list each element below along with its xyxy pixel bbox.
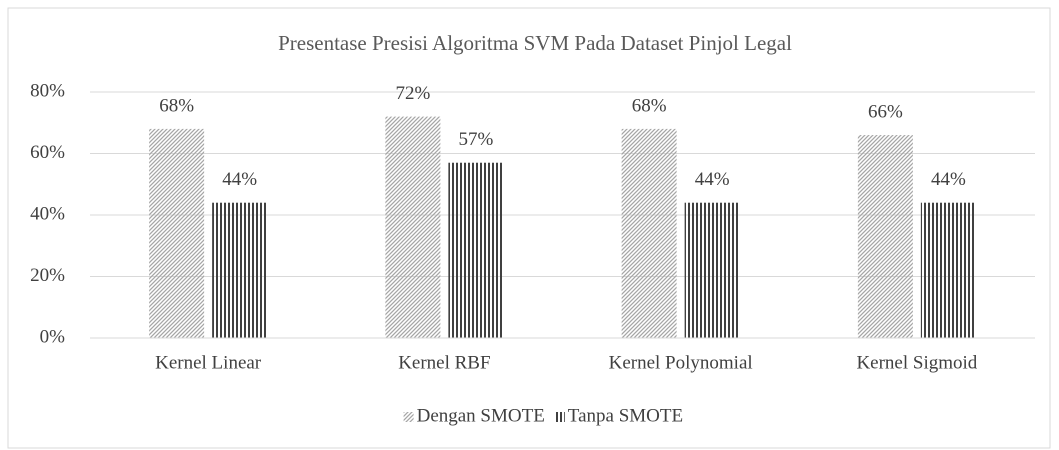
bar bbox=[857, 135, 913, 338]
data-label: 68% bbox=[632, 95, 667, 116]
legend-swatch bbox=[403, 412, 414, 422]
legend-label: Tanpa SMOTE bbox=[568, 405, 683, 426]
bar bbox=[212, 202, 268, 338]
legend-label: Dengan SMOTE bbox=[417, 405, 545, 426]
y-tick-label: 20% bbox=[30, 265, 65, 286]
bar bbox=[684, 202, 740, 338]
bar bbox=[385, 116, 441, 338]
bar bbox=[448, 162, 504, 338]
x-tick-label: Kernel Sigmoid bbox=[856, 352, 977, 373]
y-tick-label: 80% bbox=[30, 80, 65, 101]
y-tick-label: 60% bbox=[30, 142, 65, 163]
chart-title: Presentase Presisi Algoritma SVM Pada Da… bbox=[278, 31, 792, 55]
data-label: 66% bbox=[868, 101, 903, 122]
data-label: 44% bbox=[931, 169, 966, 190]
x-tick-label: Kernel RBF bbox=[398, 352, 490, 373]
data-label: 44% bbox=[222, 169, 257, 190]
data-label: 57% bbox=[458, 129, 493, 150]
bar bbox=[149, 128, 205, 338]
x-tick-label: Kernel Polynomial bbox=[609, 352, 753, 373]
data-label: 68% bbox=[159, 95, 194, 116]
bar bbox=[920, 202, 976, 338]
data-label: 44% bbox=[695, 169, 730, 190]
bar bbox=[621, 128, 677, 338]
y-tick-label: 40% bbox=[30, 203, 65, 224]
legend-swatch bbox=[554, 412, 565, 422]
x-tick-label: Kernel Linear bbox=[155, 352, 262, 373]
y-tick-label: 0% bbox=[40, 326, 66, 347]
data-label: 72% bbox=[395, 83, 430, 104]
